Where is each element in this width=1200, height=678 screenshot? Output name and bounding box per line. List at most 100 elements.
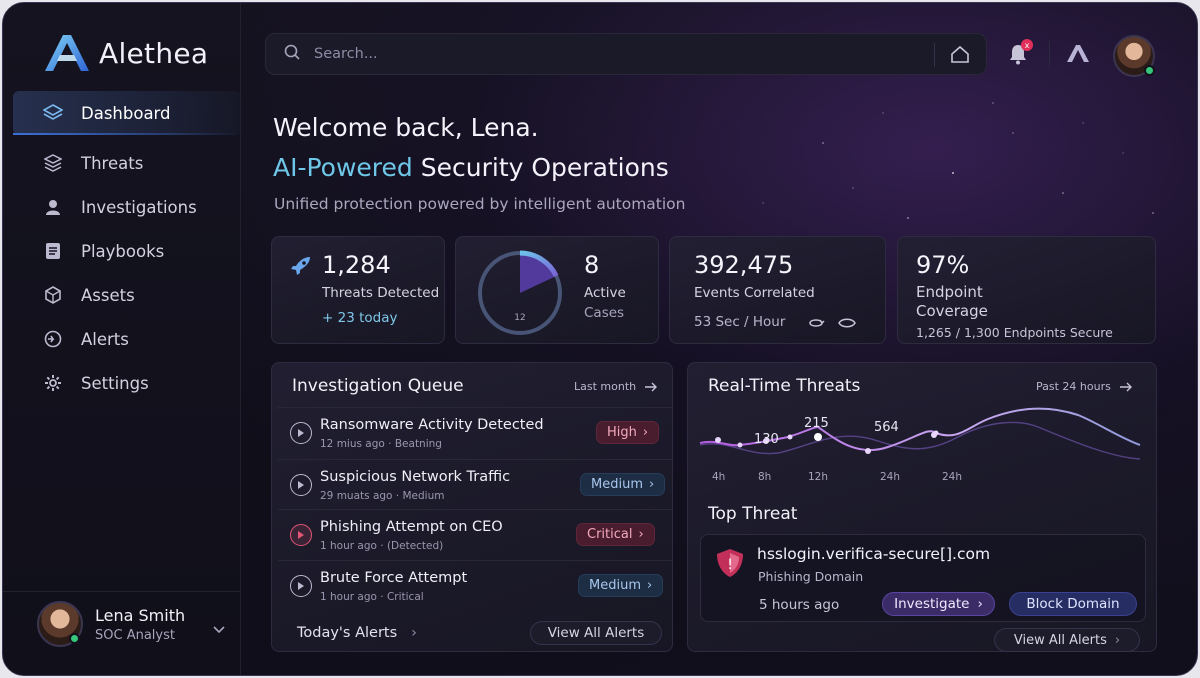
play-icon[interactable] [290,474,312,496]
sidebar-item-investigations[interactable]: Investigations [13,185,241,229]
chevron-right-icon: › [977,596,983,612]
block-domain-button[interactable]: Block Domain [1009,592,1137,616]
stat-card-coverage[interactable]: 97% Endpoint Coverage 1,265 / 1,300 Endp… [897,236,1156,344]
rocket-icon [290,255,312,281]
cases-ring-chart: 12 [478,250,562,335]
sidebar-item-settings[interactable]: Settings [13,361,241,405]
queue-item-meta: 12 mius ago · Beatning [320,438,442,450]
view-all-alerts-button[interactable]: View All Alerts [530,621,662,645]
ring-accent-arc [519,250,559,278]
x-tick-label: 24h [880,471,900,483]
app-logo[interactable]: Alethea [43,33,208,73]
panel-title: Investigation Queue [292,376,464,396]
eye-icon[interactable] [838,315,856,334]
chevron-right-icon: › [642,425,649,440]
queue-row[interactable]: Phishing Attempt on CEO 1 hour ago · (De… [278,509,672,559]
ring-progress [520,255,555,293]
ring-label: 12 [514,313,525,323]
data-point [931,432,937,438]
view-all-alerts-button[interactable]: View All Alerts › [994,628,1140,652]
sidebar: Alethea Dashboard Threats Investigations [3,3,241,675]
user-profile[interactable]: Lena Smith SOC Analyst [37,601,225,647]
play-icon[interactable] [290,422,312,444]
profile-avatar-button[interactable] [1113,35,1155,77]
severity-label: High [607,425,637,440]
play-icon[interactable] [290,575,312,597]
last-month-link[interactable]: Last month [574,380,658,393]
arrow-right-icon [1119,382,1132,391]
search-input[interactable] [314,46,914,62]
data-point [787,434,793,440]
severity-badge[interactable]: Medium › [580,473,666,496]
user-role: SOC Analyst [95,627,175,643]
peak-label: 215 [804,416,829,431]
queue-item-meta: 29 muats ago · Medium [320,490,445,502]
queue-row[interactable]: Brute Force Attempt 1 hour ago · Critica… [278,560,672,610]
coverage-detail: 1,265 / 1,300 Endpoints Secure [916,325,1113,340]
sidebar-item-label: Investigations [81,197,197,217]
severity-label: Medium [591,477,643,492]
threat-domain: hsslogin.verifica-secure[].com [757,545,991,563]
chevron-right-icon: › [648,477,655,492]
online-status-icon [1144,65,1155,76]
stat-card-events[interactable]: 392,475 Events Correlated 53 Sec / Hour [669,236,886,344]
link-label: Past 24 hours [1036,380,1111,393]
queue-row[interactable]: Ransomware Activity Detected 12 mius ago… [278,407,672,457]
chevron-right-icon: › [638,527,644,542]
play-icon[interactable] [290,524,312,546]
top-threat-card[interactable]: ! hsslogin.verifica-secure[].com Phishin… [700,534,1146,622]
alethea-logo-icon [45,35,89,71]
queue-item-title: Brute Force Attempt [320,570,468,586]
queue-row[interactable]: Suspicious Network Traffic 29 muats ago … [278,459,672,509]
real-time-threats-panel: Real-Time Threats Past 24 hours [687,362,1157,652]
investigate-button[interactable]: Investigate › [882,592,995,616]
data-point [763,438,769,444]
sidebar-item-dashboard[interactable]: Dashboard [13,91,241,135]
peak-label: 130 [754,432,779,447]
data-point [865,448,871,454]
severity-badge[interactable]: Critical › [576,523,655,546]
home-icon[interactable] [950,44,970,68]
active-cases-label-1: Active [584,285,626,301]
threats-detected-label: Threats Detected [322,285,440,301]
arrow-right-icon [645,382,658,391]
active-cases-value: 8 [584,251,600,279]
x-tick-label: 24h [942,471,962,483]
headline-accent: AI-Powered [273,153,413,182]
severity-label: Medium [589,578,641,593]
sidebar-item-alerts[interactable]: Alerts [13,317,241,361]
stat-card-threats[interactable]: 1,284 Threats Detected + 23 today [271,236,445,344]
stat-card-cases[interactable]: 12 8 Active Cases [455,236,659,344]
events-correlated-label: Events Correlated [694,285,815,301]
sidebar-item-label: Threats [81,153,144,173]
data-point [814,433,822,441]
sidebar-item-assets[interactable]: Assets [13,273,241,317]
queue-item-title: Ransomware Activity Detected [320,417,544,433]
data-point [737,442,743,448]
queue-item-title: Phishing Attempt on CEO [320,519,503,535]
queue-item-meta: 1 hour ago · (Detected) [320,540,444,552]
dashboard-icon [43,103,63,123]
sidebar-item-playbooks[interactable]: Playbooks [13,229,241,273]
events-correlated-value: 392,475 [694,251,794,279]
headline-rest: Security Operations [420,153,669,182]
sidebar-item-threats[interactable]: Threats [13,141,241,185]
sidebar-item-label: Settings [81,373,149,393]
real-time-threats-chart: 130 215 564 4h 8h 12h 24h 24h [699,407,1141,483]
chevron-down-icon[interactable] [213,623,225,637]
sync-icon[interactable] [807,315,825,334]
severity-badge[interactable]: Medium › [578,574,664,597]
notifications-button[interactable]: x [1007,39,1033,69]
todays-alerts-link[interactable]: Today's Alerts › [297,625,417,641]
button-label: Investigate [894,596,970,612]
chevron-right-icon: › [1114,632,1121,648]
threat-type: Phishing Domain [758,569,864,584]
brand-switcher-icon[interactable] [1066,43,1090,67]
severity-label: Critical [587,527,633,542]
past-24-hours-link[interactable]: Past 24 hours [1036,380,1133,393]
investigation-queue-panel: Investigation Queue Last month Ransomwar… [271,362,673,652]
x-tick-label: 12h [808,471,828,483]
coverage-label-2: Coverage [916,302,988,320]
alerts-icon [43,329,63,349]
severity-badge[interactable]: High › [596,421,660,444]
